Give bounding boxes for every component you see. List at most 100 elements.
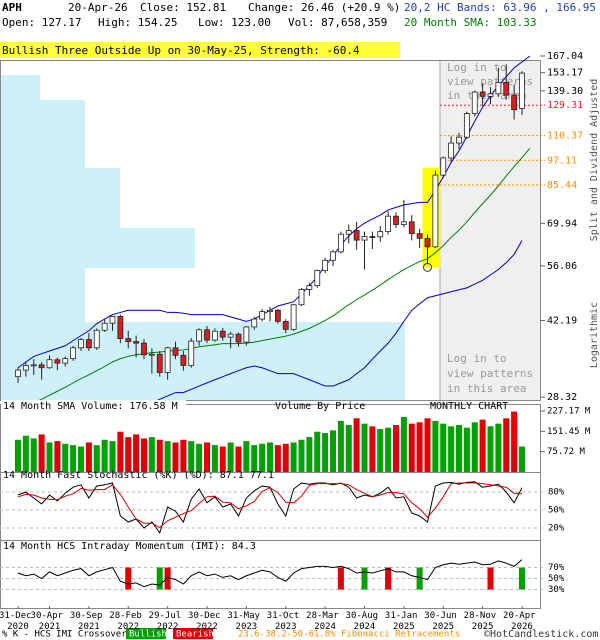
x-tick-label: 30-Aug 2024 — [346, 611, 384, 632]
candle-body — [78, 339, 84, 349]
line — [17, 482, 523, 528]
vbp-bar — [0, 168, 120, 228]
volume-bar — [204, 442, 210, 472]
candle-body — [377, 231, 384, 238]
y-tick-label: 227.17 M — [547, 407, 591, 417]
volume-bar — [424, 418, 431, 472]
chart-period: MONTHLY CHART — [430, 401, 508, 412]
price-plot — [15, 56, 531, 400]
x-label-year: 2025 — [432, 622, 454, 632]
volume-bar — [267, 442, 273, 472]
volume-subtitle: Volume By Price — [275, 401, 365, 412]
candle-body — [148, 353, 155, 356]
candle-body — [251, 318, 258, 328]
candle-body — [180, 354, 187, 366]
y-tick-label: 75.72 M — [547, 447, 586, 457]
x-tick-label: 20-Apr 2026 — [503, 611, 541, 632]
x-label-year: 2025 — [393, 622, 415, 632]
candle-body — [70, 347, 77, 360]
volume-bar — [78, 446, 84, 472]
volume-bar — [141, 438, 147, 472]
volume-bar — [345, 425, 352, 472]
candle-body — [487, 93, 494, 97]
volume-bar — [290, 442, 297, 472]
x-label-day: 28-Mar — [306, 611, 344, 621]
login-line[interactable]: view patterns — [447, 367, 533, 380]
candle-body — [204, 329, 210, 341]
y-tick-label: 167.04 — [547, 51, 583, 62]
candle-body — [503, 82, 510, 96]
login-line[interactable]: view patterns — [447, 75, 533, 88]
x-label-day: 30-Dec — [188, 611, 226, 621]
y-tick-label: 42.19 — [547, 316, 577, 327]
login-line[interactable]: Log in to — [447, 352, 507, 365]
fib-label: 85.44 — [547, 180, 577, 191]
x-label-day: 30-Jun — [424, 611, 462, 621]
bearish-key — [173, 628, 213, 639]
volume-bar — [519, 446, 525, 472]
locked-area — [440, 60, 540, 400]
candle-body — [282, 320, 289, 330]
candle-body — [38, 364, 45, 369]
login-line[interactable]: in this area — [447, 382, 526, 395]
crossover-signal — [125, 567, 132, 590]
candle-body — [267, 309, 273, 312]
x-label-year: 2024 — [354, 622, 376, 632]
candle-body — [448, 142, 455, 159]
candle-body — [156, 353, 163, 373]
volume-bar — [385, 427, 392, 472]
candle-body — [479, 91, 486, 97]
candle-body — [62, 358, 69, 364]
volume-bar — [54, 441, 61, 472]
x-label-day: 30-Sep — [70, 611, 108, 621]
volume-bar — [377, 429, 384, 472]
x-label-day: 30-Aug — [346, 611, 384, 621]
volume-bar — [456, 425, 462, 472]
candle-body — [109, 316, 116, 324]
crossover-signal — [416, 567, 423, 590]
sma: 20 Month SMA: 103.33 — [404, 16, 536, 29]
crossover-signal — [156, 567, 163, 590]
footer-bullish: Bullish — [129, 630, 167, 640]
volume-bar — [251, 445, 258, 472]
y-tick-label: 28.32 — [547, 392, 577, 403]
volume-bar — [156, 439, 163, 472]
x-label-year: 2022 — [157, 622, 179, 632]
candle-body — [30, 364, 37, 367]
banner-bg — [0, 42, 400, 58]
footer-fib: 23.6-38.2-50-61.8% Fibonacci Retracement… — [238, 630, 460, 640]
x-tick-label: 31-May 2023 — [227, 611, 265, 632]
x-label-year: 2020 — [7, 622, 29, 632]
volume-bar — [361, 423, 368, 472]
candle-body — [463, 113, 470, 138]
volume-bar — [109, 441, 116, 472]
crossover-signal — [337, 567, 344, 590]
footer-crossover: % K - HCS IMI Crossover, — [2, 630, 132, 640]
candle-body — [219, 330, 226, 338]
footer-bearish: Bearish — [176, 630, 214, 640]
bands: 20,2 HC Bands: 63.96 , 166.95 — [404, 1, 596, 14]
volume-bar — [495, 423, 502, 472]
volume-bar — [101, 439, 108, 472]
x-label-year: 2023 — [236, 622, 258, 632]
candle-body — [400, 221, 407, 225]
volume-bar — [337, 420, 344, 472]
candle-body — [322, 259, 329, 271]
candle-body — [416, 233, 423, 239]
volume-bar — [282, 443, 289, 472]
candle-body — [432, 174, 439, 248]
volume-bar — [330, 430, 336, 472]
x-tick-label: 28-Feb 2022 — [109, 611, 147, 632]
fib-label: 129.31 — [547, 100, 583, 111]
login-line[interactable]: Log in to — [447, 61, 507, 74]
x-label-day: 31-Dec — [0, 611, 37, 621]
y-tick-label: 153.17 — [547, 68, 583, 79]
candle-body — [22, 365, 29, 371]
volume-bar — [448, 426, 455, 472]
volume-bar — [125, 437, 132, 472]
volume-bar — [196, 443, 203, 472]
crossover-signal — [361, 567, 368, 590]
x-label-year: 2024 — [314, 622, 336, 632]
x-tick-label: 31-Oct 2023 — [267, 611, 305, 632]
fib-label: 110.37 — [547, 131, 583, 142]
